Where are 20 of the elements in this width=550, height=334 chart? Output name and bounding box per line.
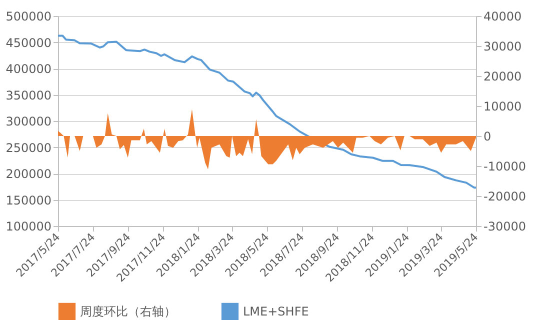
y-tick-label: 250000 [6,140,52,155]
y2-tick-label: 30000 [484,40,522,54]
legend-label: 周度环比（右轴） [80,304,176,318]
y2-tick-label: -10000 [484,160,526,174]
y2-tick-label: -30000 [484,220,526,234]
y-tick-label: 350000 [6,88,52,102]
line-series [57,34,477,189]
y2-tick-label: -20000 [484,190,526,204]
y2-tick-label: 10000 [484,100,522,114]
y-tick-label: 450000 [6,36,52,50]
y-tick-label: 200000 [6,167,52,181]
y-tick-label: 100000 [6,220,52,234]
y2-tick-label: 20000 [484,70,522,84]
legend-label: LME+SHFE [243,304,309,318]
y2-tick-label: 40000 [484,10,522,24]
y-tick-label: 150000 [6,193,52,208]
y-tick-label: 300000 [6,114,52,128]
y-tick-label: 400000 [6,62,52,76]
y-tick-label: 500000 [6,10,52,24]
y2-tick-label: 0 [484,130,492,144]
